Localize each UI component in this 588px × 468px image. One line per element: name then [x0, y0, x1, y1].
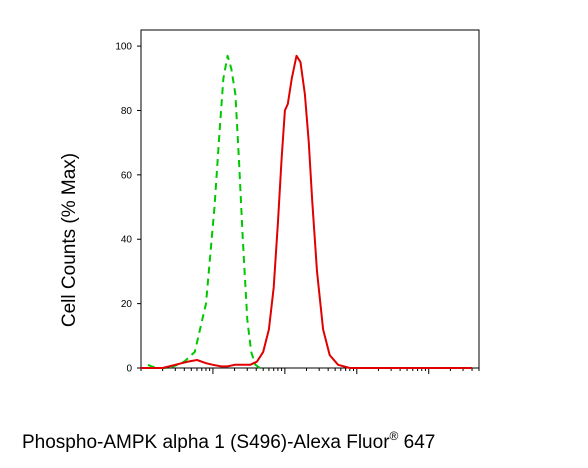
x-axis-title: Phospho-AMPK alpha 1 (S496)-Alexa Fluor®… [22, 429, 435, 453]
y-tick-label-100: 100 [115, 42, 132, 53]
y-tick-label-40: 40 [121, 235, 133, 246]
x-axis-ticks [140, 368, 480, 374]
y-tick-label-60: 60 [121, 170, 133, 181]
x-axis-title-suffix: 647 [398, 432, 435, 453]
y-tick-label-0: 0 [126, 364, 132, 375]
y-axis-ticks: 0 20 40 60 80 100 [115, 42, 141, 375]
y-tick-label-20: 20 [121, 299, 133, 310]
series-line-2-solid [141, 54, 472, 369]
y-axis-title: Cell Counts (% Max) [59, 153, 80, 327]
x-axis-title-main: Phospho-AMPK alpha 1 (S496)-Alexa Fluor [22, 432, 390, 453]
y-tick-label-80: 80 [121, 106, 133, 117]
series-layer [141, 54, 472, 369]
plot-frame [140, 29, 480, 369]
series-line-1-dashed [147, 54, 265, 369]
x-axis-title-superscript: ® [390, 429, 399, 443]
